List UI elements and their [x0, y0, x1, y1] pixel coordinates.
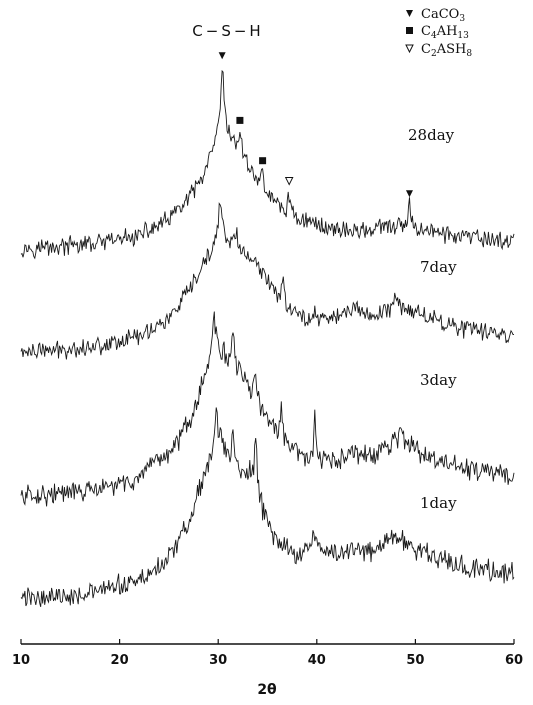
legend-label-c2ash8-b: ASH — [436, 42, 467, 57]
phase-label-csh: C−S−H — [192, 22, 263, 40]
legend-label-c4ah13-a: C — [421, 24, 431, 39]
legend: CaCO3 C4AH13 C2ASH8 — [405, 7, 472, 59]
open-triangle-icon — [405, 44, 414, 54]
legend-sub-c4ah13-b: 13 — [457, 31, 469, 41]
peak-markers — [218, 52, 413, 198]
filled-square-icon — [406, 27, 413, 34]
x-tick-label: 40 — [308, 653, 326, 668]
legend-sub-c2ash8-a: 2 — [431, 49, 437, 59]
series-label-28day: 28day — [408, 126, 455, 144]
peak-marker-filled-triangle — [405, 190, 413, 198]
series-line-3day — [20, 311, 515, 507]
svg-text:CaCO3: CaCO3 — [421, 7, 465, 24]
svg-text:C4AH13: C4AH13 — [421, 24, 469, 41]
x-tick-label: 30 — [209, 653, 227, 668]
x-axis-ticks: 10 20 30 40 50 60 — [12, 639, 523, 668]
legend-entry-c2ash8: C2ASH8 — [405, 42, 472, 59]
legend-sub-caco3: 3 — [459, 14, 465, 24]
legend-label-caco3: CaCO — [421, 7, 459, 22]
peak-marker-open-triangle — [284, 177, 294, 186]
x-tick-label: 60 — [505, 653, 523, 668]
series-line-7day — [20, 202, 515, 360]
legend-label-c2ash8-a: C — [421, 42, 431, 57]
filled-triangle-icon — [406, 10, 413, 17]
series-line-1day — [20, 407, 515, 608]
peak-marker-square — [259, 157, 267, 165]
series-layer — [20, 69, 515, 608]
legend-sub-c2ash8-b: 8 — [466, 49, 472, 59]
series-label-7day: 7day — [420, 258, 457, 276]
series-label-3day: 3day — [420, 371, 457, 389]
series-label-1day: 1day — [420, 494, 457, 512]
legend-entry-caco3: CaCO3 — [406, 7, 465, 24]
legend-label-c4ah13-b: AH — [436, 24, 458, 39]
peak-marker-filled-triangle — [218, 52, 226, 60]
series-line-28day — [20, 69, 515, 260]
legend-sub-c4ah13-a: 4 — [431, 31, 437, 41]
peak-marker-square — [236, 116, 244, 124]
x-axis-label: 2θ — [257, 682, 277, 698]
legend-entry-c4ah13: C4AH13 — [406, 24, 469, 41]
series-labels: 28day 7day 3day 1day — [408, 126, 457, 512]
svg-text:C2ASH8: C2ASH8 — [421, 42, 472, 59]
x-tick-label: 50 — [406, 653, 424, 668]
x-tick-label: 20 — [111, 653, 129, 668]
x-tick-label: 10 — [12, 653, 30, 668]
